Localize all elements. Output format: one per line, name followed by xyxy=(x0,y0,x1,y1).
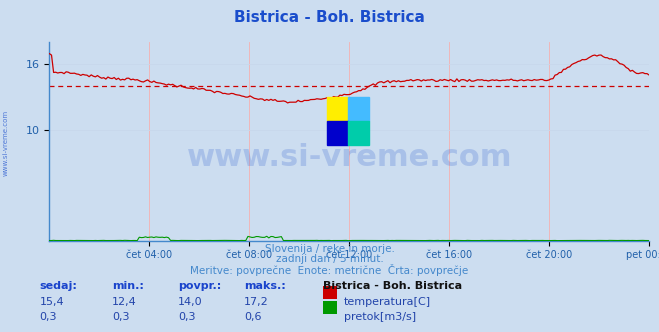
FancyBboxPatch shape xyxy=(348,121,369,145)
Text: 15,4: 15,4 xyxy=(40,297,64,307)
Text: 0,3: 0,3 xyxy=(40,312,57,322)
Text: 12,4: 12,4 xyxy=(112,297,137,307)
Text: zadnji dan / 5 minut.: zadnji dan / 5 minut. xyxy=(275,254,384,264)
Text: pretok[m3/s]: pretok[m3/s] xyxy=(344,312,416,322)
Text: 0,3: 0,3 xyxy=(112,312,130,322)
Text: sedaj:: sedaj: xyxy=(40,281,77,290)
Text: Slovenija / reke in morje.: Slovenija / reke in morje. xyxy=(264,244,395,254)
FancyBboxPatch shape xyxy=(327,121,348,145)
Text: Bistrica - Boh. Bistrica: Bistrica - Boh. Bistrica xyxy=(323,281,462,290)
Text: Bistrica - Boh. Bistrica: Bistrica - Boh. Bistrica xyxy=(234,10,425,25)
Text: 0,6: 0,6 xyxy=(244,312,262,322)
Text: min.:: min.: xyxy=(112,281,144,290)
Text: 0,3: 0,3 xyxy=(178,312,196,322)
FancyBboxPatch shape xyxy=(348,97,369,121)
Text: 14,0: 14,0 xyxy=(178,297,202,307)
Text: Meritve: povprečne  Enote: metrične  Črta: povprečje: Meritve: povprečne Enote: metrične Črta:… xyxy=(190,264,469,276)
Text: www.si-vreme.com: www.si-vreme.com xyxy=(2,110,9,176)
FancyBboxPatch shape xyxy=(327,97,348,121)
Text: www.si-vreme.com: www.si-vreme.com xyxy=(186,142,512,172)
Text: temperatura[C]: temperatura[C] xyxy=(344,297,431,307)
Text: povpr.:: povpr.: xyxy=(178,281,221,290)
Text: 17,2: 17,2 xyxy=(244,297,269,307)
Text: maks.:: maks.: xyxy=(244,281,285,290)
